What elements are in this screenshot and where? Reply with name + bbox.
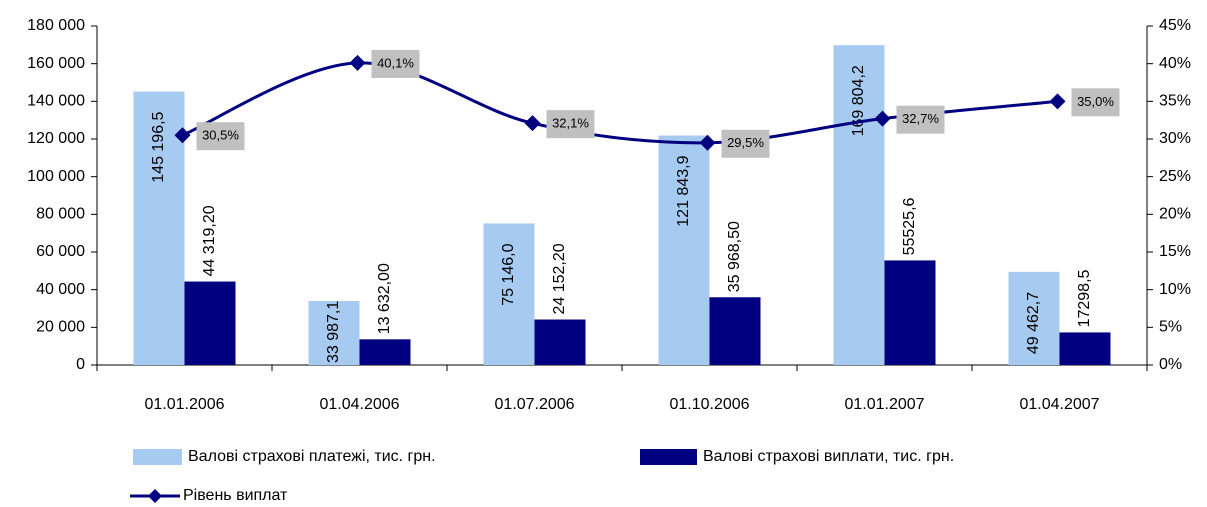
line-marker — [349, 54, 366, 71]
data-label-box — [196, 122, 245, 151]
y-tick-label: 20 000 — [36, 319, 85, 336]
y2-tick-label: 5% — [1159, 319, 1182, 336]
y2-tick-label: 30% — [1159, 130, 1191, 147]
bar — [184, 281, 236, 365]
line-marker — [1049, 93, 1066, 110]
data-label: 75 146,0 — [500, 243, 517, 305]
bar — [833, 45, 885, 366]
line-marker — [874, 110, 891, 127]
data-label-box — [371, 49, 420, 78]
bar — [709, 297, 761, 365]
data-label: 33 987,1 — [325, 301, 342, 363]
bar — [1059, 332, 1111, 365]
bar — [1008, 271, 1060, 365]
y2-tick-label: 40% — [1159, 55, 1191, 72]
bar — [308, 300, 360, 365]
data-label: 13 632,00 — [376, 263, 393, 334]
x-tick-label: 01.04.2006 — [319, 396, 399, 413]
bar — [534, 319, 586, 365]
y-tick-label: 80 000 — [36, 206, 85, 223]
legend-swatch — [640, 449, 697, 465]
legend-label: Валові страхові платежі, тис. грн. — [188, 448, 436, 465]
y2-tick-label: 35% — [1159, 93, 1191, 110]
y-tick-label: 120 000 — [27, 130, 85, 147]
line-marker — [174, 127, 191, 144]
data-label-box — [896, 105, 945, 134]
bar — [884, 260, 936, 365]
bar — [483, 223, 535, 365]
x-tick-label: 01.04.2007 — [1019, 396, 1099, 413]
y2-tick-label: 25% — [1159, 168, 1191, 185]
data-label: 32,7% — [902, 111, 939, 126]
y-tick-label: 40 000 — [36, 281, 85, 298]
y2-tick-label: 15% — [1159, 243, 1191, 260]
y-tick-label: 60 000 — [36, 243, 85, 260]
data-label: 121 843,9 — [675, 155, 692, 226]
data-label: 44 319,20 — [201, 205, 218, 276]
data-label: 32,1% — [552, 116, 589, 131]
x-tick-label: 01.01.2006 — [144, 396, 224, 413]
y-tick-label: 140 000 — [27, 93, 85, 110]
data-label: 35 968,50 — [726, 221, 743, 292]
legend-marker — [148, 489, 162, 503]
x-tick-label: 01.01.2007 — [844, 396, 924, 413]
y-tick-label: 180 000 — [27, 17, 85, 34]
x-tick-label: 01.10.2006 — [669, 396, 749, 413]
data-label: 17298,5 — [1076, 269, 1093, 327]
data-label-box — [1071, 88, 1120, 117]
data-label-box — [721, 129, 770, 158]
data-label: 49 462,7 — [1025, 292, 1042, 354]
data-label: 35,0% — [1077, 94, 1114, 109]
legend-label: Рівень виплат — [183, 487, 288, 504]
legend-swatch — [133, 449, 182, 465]
data-label: 169 804,2 — [850, 65, 867, 136]
data-label: 24 152,20 — [551, 243, 568, 314]
x-tick-label: 01.07.2006 — [494, 396, 574, 413]
bar — [133, 91, 185, 365]
y-tick-label: 0 — [76, 356, 85, 373]
y2-tick-label: 20% — [1159, 206, 1191, 223]
y2-tick-label: 0% — [1159, 356, 1182, 373]
data-label: 29,5% — [727, 135, 764, 150]
y2-tick-label: 10% — [1159, 281, 1191, 298]
data-label: 145 196,5 — [150, 111, 167, 182]
data-label: 55525,6 — [901, 197, 918, 255]
bar — [359, 339, 411, 365]
legend-label: Валові страхові виплати, тис. грн. — [703, 448, 954, 465]
data-label-box — [546, 110, 595, 139]
data-label: 40,1% — [377, 55, 414, 70]
y-tick-label: 160 000 — [27, 55, 85, 72]
bar — [658, 135, 710, 365]
y-tick-label: 100 000 — [27, 168, 85, 185]
data-label: 30,5% — [202, 128, 239, 143]
y2-tick-label: 45% — [1159, 17, 1191, 34]
line-marker — [524, 115, 541, 132]
line-marker — [699, 134, 716, 151]
